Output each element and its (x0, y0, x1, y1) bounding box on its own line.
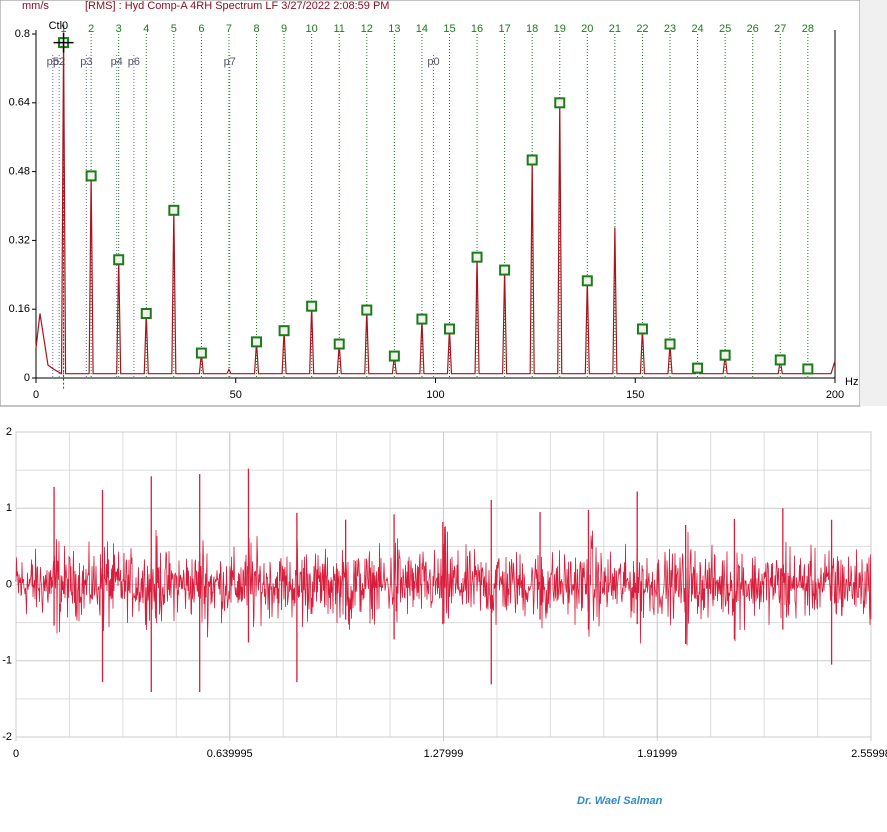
harmonic-label: 17 (498, 23, 510, 35)
y-tick-label: 0.16 (9, 303, 30, 315)
harmonic-label: 15 (443, 23, 455, 35)
x-tick-label: 150 (626, 389, 644, 401)
harmonic-label: 7 (226, 23, 232, 35)
harmonic-marker (251, 336, 263, 348)
harmonic-label: 21 (609, 23, 621, 35)
y-axis-label: mm/s (22, 0, 49, 12)
harmonic-label: 3 (116, 23, 122, 35)
harmonic-marker (664, 338, 676, 350)
x-axis-label: Hz (845, 376, 858, 388)
harmonic-label: 23 (664, 23, 676, 35)
y-tick-label: -2 (2, 731, 12, 743)
harmonic-marker (195, 347, 207, 359)
harmonic-label: 10 (306, 23, 318, 35)
x-tick-label: 1.27999 (424, 748, 464, 760)
x-tick-label: 200 (826, 389, 844, 401)
harmonic-marker (636, 323, 648, 335)
y-tick-label: 0 (6, 578, 12, 590)
x-tick-label: 0 (13, 748, 19, 760)
harmonic-marker (443, 323, 455, 335)
harmonic-label: 25 (719, 23, 731, 35)
cursor-label: p5 (47, 56, 59, 68)
harmonic-label: 4 (143, 23, 149, 35)
harmonic-marker (471, 251, 483, 263)
x-tick-label: 2.55998 (851, 748, 887, 760)
chart-title: [RMS] : Hyd Comp-A 4RH Spectrum LF 3/27/… (85, 0, 389, 12)
harmonic-label: 28 (802, 23, 814, 35)
cursor-label: p6 (128, 56, 140, 68)
y-tick-label: -1 (2, 655, 12, 667)
harmonic-marker (499, 264, 511, 276)
harmonic-marker (774, 354, 786, 366)
harmonic-marker (802, 363, 814, 375)
harmonic-label: 16 (471, 23, 483, 35)
y-tick-label: 2 (6, 426, 12, 438)
harmonic-label: 2 (88, 23, 94, 35)
cursor-label: p3 (80, 56, 92, 68)
harmonic-marker (719, 349, 731, 361)
waveform-noise (15, 526, 872, 646)
cursor-label: p7 (224, 56, 236, 68)
x-tick-label: 0 (33, 389, 39, 401)
harmonic-marker (140, 308, 152, 319)
harmonic-marker (278, 325, 290, 337)
harmonic-label: 27 (774, 23, 786, 35)
harmonic-marker (333, 338, 345, 350)
y-tick-label: 0.32 (9, 234, 30, 246)
harmonic-marker (306, 300, 318, 312)
harmonic-label: 24 (691, 23, 703, 35)
harmonic-label: 14 (416, 23, 428, 35)
cursor-label: p0 (427, 56, 439, 68)
x-tick-label: 100 (426, 389, 444, 401)
harmonic-label: 18 (526, 23, 538, 35)
harmonic-label: 20 (581, 23, 593, 35)
harmonic-marker (388, 350, 400, 362)
harmonic-label: 8 (253, 23, 259, 35)
cursor-label: Ctl0 (49, 20, 69, 32)
harmonic-marker (554, 97, 566, 109)
y-tick-label: 0.64 (9, 97, 30, 109)
cursor-label: p2 (53, 56, 65, 68)
panel-margin (860, 0, 887, 406)
signature: Dr. Wael Salman (577, 795, 663, 807)
harmonic-marker (692, 362, 704, 374)
spectrum-panel (0, 0, 861, 407)
y-tick-label: 1 (6, 502, 12, 514)
harmonic-label: 13 (388, 23, 400, 35)
x-tick-label: 0.639995 (207, 748, 253, 760)
harmonic-label: 5 (171, 23, 177, 35)
harmonic-label: 9 (281, 23, 287, 35)
harmonic-label: 22 (636, 23, 648, 35)
y-tick-label: 0.48 (9, 166, 30, 178)
harmonic-label: 11 (334, 23, 345, 35)
harmonic-label: 6 (198, 23, 204, 35)
harmonic-marker (361, 304, 373, 316)
x-tick-label: 50 (230, 389, 242, 401)
y-tick-label: 0 (24, 372, 30, 384)
harmonic-marker (416, 313, 428, 325)
harmonic-label: 12 (361, 23, 373, 35)
cursor-label: p4 (111, 56, 123, 68)
x-tick-label: 1.91999 (637, 748, 677, 760)
harmonic-label: 1 (61, 23, 67, 35)
harmonic-marker (168, 204, 180, 216)
harmonic-label: 26 (747, 23, 759, 35)
harmonic-marker (526, 154, 538, 166)
harmonic-marker (581, 275, 593, 287)
harmonic-marker (113, 254, 125, 266)
y-tick-label: 0.8 (15, 28, 30, 40)
harmonic-marker (85, 170, 97, 182)
harmonic-label: 19 (554, 23, 566, 35)
